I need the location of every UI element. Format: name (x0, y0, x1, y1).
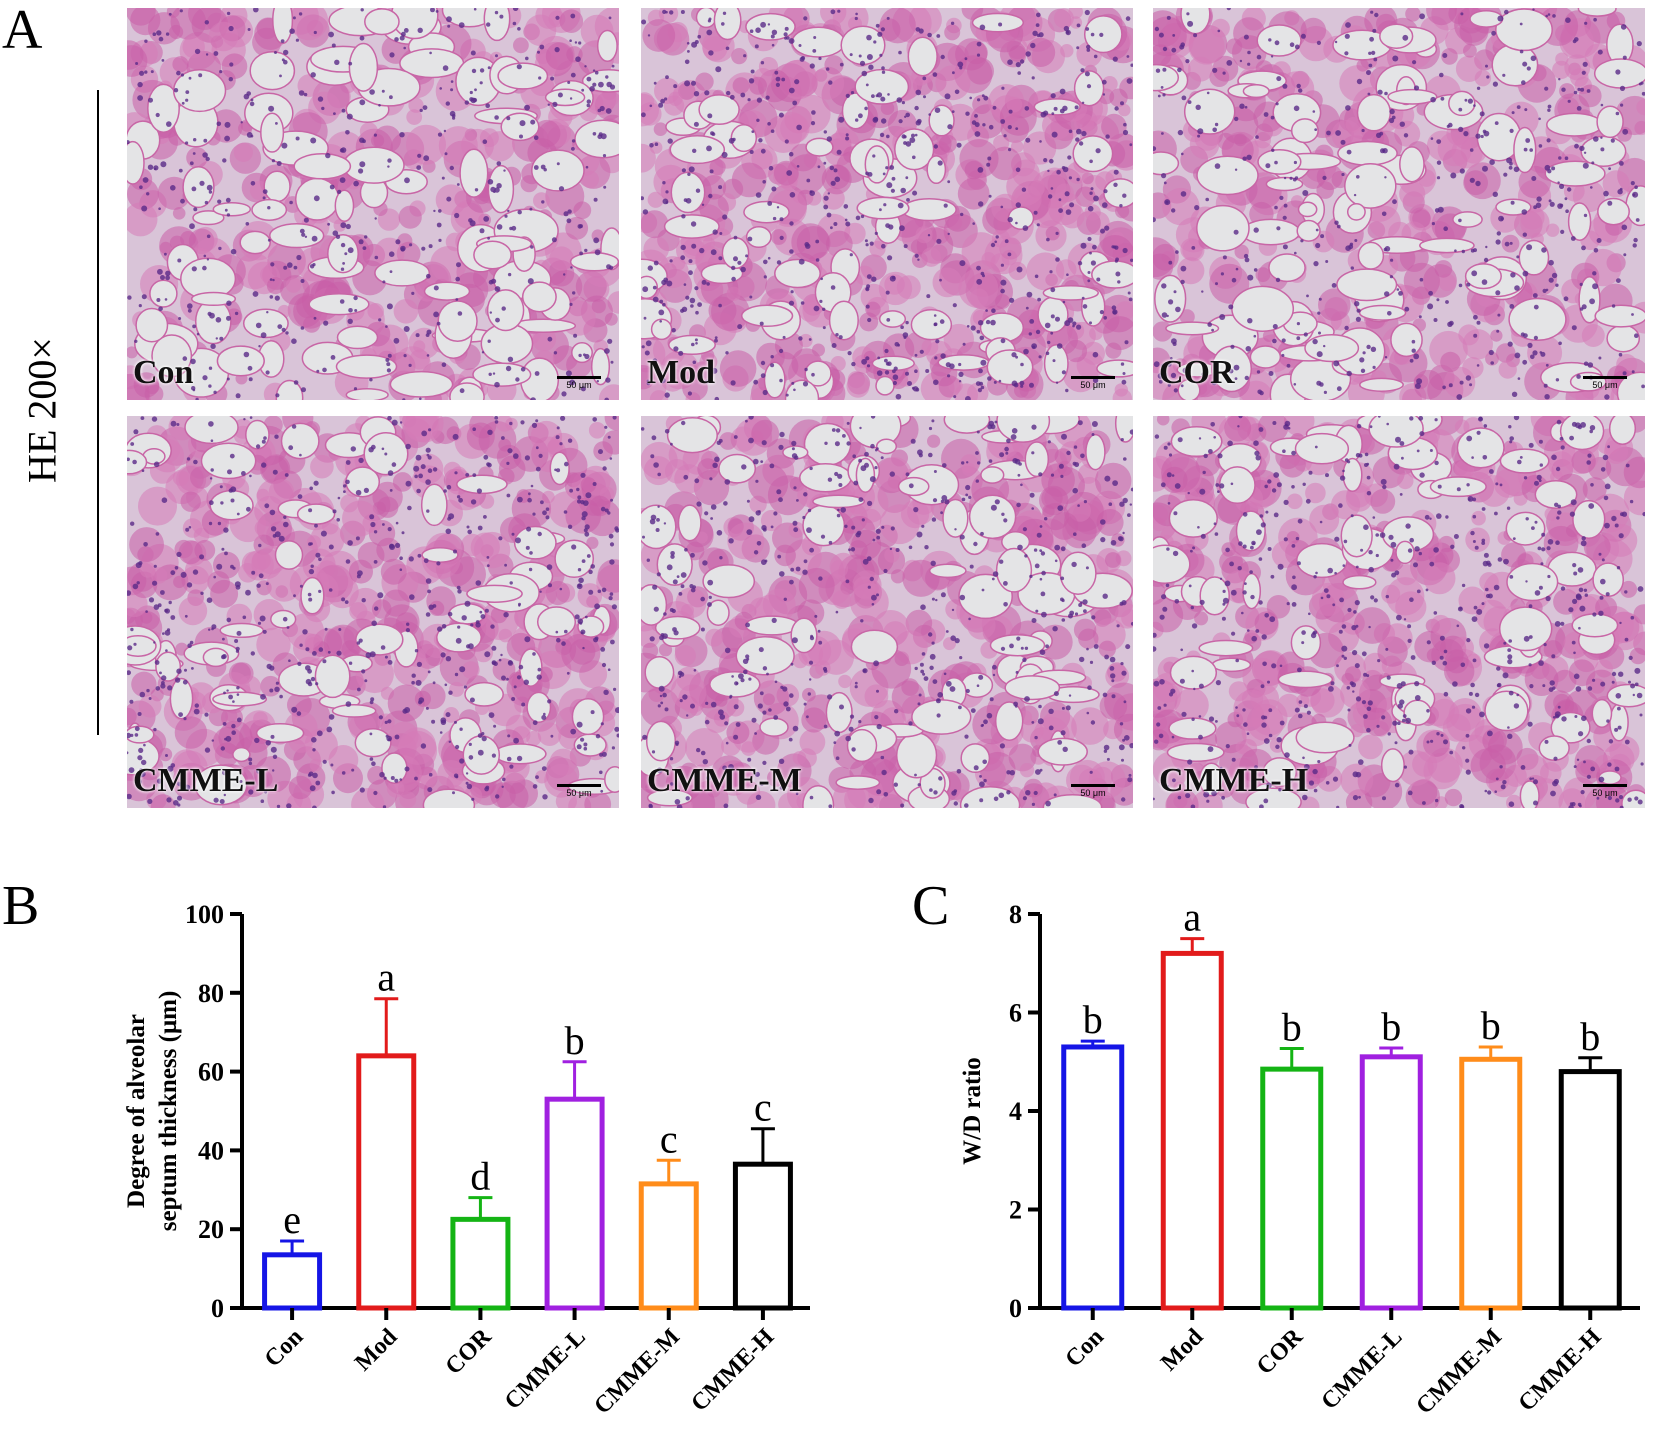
x-tick-label: CMME-L (1317, 1324, 1408, 1415)
bar (1359, 1054, 1423, 1311)
x-tick-label: CMME-H (1514, 1324, 1607, 1417)
scale-bar-label: 50 μm (1080, 788, 1106, 798)
x-tick-label: Mod (350, 1323, 403, 1376)
y-axis-label: W/D ratio (960, 1057, 986, 1165)
micrograph-cmme-h: CMME-H 50 μm (1153, 416, 1645, 808)
significance-letter: d (470, 1154, 490, 1199)
scale-bar: 50 μm (557, 784, 601, 798)
y-tick-label: 0 (211, 1294, 224, 1323)
significance-letter: b (1481, 1003, 1501, 1048)
bar (450, 1216, 511, 1311)
y-tick-label: 4 (1009, 1097, 1022, 1126)
scale-bar: 50 μm (1583, 784, 1627, 798)
significance-letter: b (565, 1018, 585, 1063)
x-tick-label: COR (1252, 1323, 1309, 1380)
y-tick-label: 2 (1009, 1196, 1022, 1225)
scale-bar: 50 μm (557, 376, 601, 390)
y-tick-label: 8 (1009, 900, 1022, 929)
scale-bar: 50 μm (1583, 376, 1627, 390)
significance-letter: a (1183, 895, 1201, 940)
bar (1459, 1056, 1523, 1311)
x-tick-label: CMME-M (1411, 1324, 1507, 1420)
tissue-texture (127, 416, 619, 808)
scale-bar-label: 50 μm (566, 380, 592, 390)
y-tick-label: 60 (198, 1058, 224, 1087)
scale-bar-label: 50 μm (1592, 788, 1618, 798)
scale-bar: 50 μm (1071, 376, 1115, 390)
micrograph-label: COR (1159, 354, 1235, 391)
x-tick-label: Con (1060, 1324, 1109, 1373)
scale-bar: 50 μm (1071, 784, 1115, 798)
significance-letter: b (1381, 1004, 1401, 1049)
y-tick-label: 0 (1009, 1294, 1022, 1323)
scale-bar-label: 50 μm (1080, 380, 1106, 390)
x-tick-label: Mod (1156, 1323, 1209, 1376)
micrograph-cor: COR 50 μm (1153, 8, 1645, 400)
significance-letter: b (1580, 1014, 1600, 1059)
micrograph-label: CMME-M (647, 762, 802, 799)
tissue-texture (127, 8, 619, 400)
tissue-texture (641, 416, 1133, 808)
chart-c-wd-ratio: 0 2 4 6 8 W/D ratio b Con a Mod b COR b CMME-L b CMME-M… (960, 895, 1640, 1420)
y-tick-label: 80 (198, 979, 224, 1008)
micrograph-label: CMME-L (133, 762, 279, 799)
x-tick-label: CMME-H (686, 1324, 779, 1417)
bar (732, 1161, 793, 1311)
bar (638, 1181, 699, 1311)
tissue-texture (1153, 8, 1645, 400)
y-tick-label: 20 (198, 1215, 224, 1244)
x-tick-label: CMME-M (589, 1324, 685, 1420)
x-tick-label: Con (260, 1324, 309, 1373)
significance-letter: b (1282, 1004, 1302, 1049)
bar (356, 1053, 417, 1311)
micrograph-cmme-m: CMME-M 50 μm (641, 416, 1133, 808)
magnification-label: HE 200× (19, 337, 65, 483)
bar (1558, 1069, 1622, 1311)
magnification-bracket-line (97, 90, 99, 735)
micrograph-mod: Mod 50 μm (641, 8, 1133, 400)
bar (1061, 1044, 1125, 1311)
significance-letter: a (377, 955, 395, 1000)
bar (544, 1096, 605, 1311)
y-axis-label: Degree of alveolar septum thickness (μm) (123, 991, 182, 1232)
significance-letter: b (1083, 997, 1103, 1042)
significance-letter: c (660, 1116, 678, 1161)
scale-bar-label: 50 μm (566, 788, 592, 798)
x-tick-label: CMME-L (500, 1324, 591, 1415)
bar (1160, 950, 1224, 1311)
y-tick-label: 6 (1009, 999, 1022, 1028)
micrograph-label: Mod (647, 354, 715, 391)
panel-letter-a: A (2, 0, 43, 61)
scale-bar-label: 50 μm (1592, 380, 1618, 390)
chart-b-septum-thickness: 0 20 40 60 80 100 Degree of alveolar septum thi… (123, 900, 810, 1420)
significance-letter: c (754, 1085, 772, 1130)
panel-letter-b: B (2, 875, 40, 937)
y-tick-label: 100 (185, 900, 224, 929)
y-tick-label: 40 (198, 1136, 224, 1165)
bar (1260, 1066, 1324, 1311)
x-tick-label: COR (441, 1323, 498, 1380)
tissue-texture (641, 8, 1133, 400)
micrograph-cmme-l: CMME-L 50 μm (127, 416, 619, 808)
bar (262, 1252, 323, 1311)
micrograph-con: Con 50 μm (127, 8, 619, 400)
tissue-texture (1153, 416, 1645, 808)
micrograph-label: Con (133, 354, 194, 391)
significance-letter: e (283, 1197, 301, 1242)
panel-letter-c: C (912, 875, 950, 937)
micrograph-label: CMME-H (1159, 762, 1309, 799)
